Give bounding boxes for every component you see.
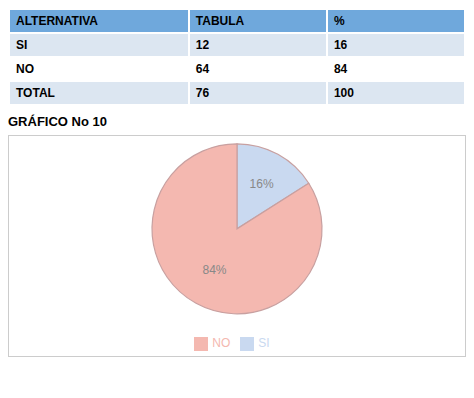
html-text:ALTERNATIVA: ALTERNATIVA (16, 14, 98, 28)
svg-text:84%: 84% (202, 263, 226, 277)
html-text:76: 76 (195, 86, 210, 100)
html-text:NO: NO (212, 336, 231, 351)
html-text:64: 64 (195, 62, 210, 76)
html-text:16: 16 (333, 38, 348, 52)
html-text:SI: SI (16, 38, 28, 52)
html-text:TOTAL: TOTAL (16, 86, 55, 100)
svg-text:16%: 16% (250, 177, 274, 191)
html-text:12: 12 (195, 38, 210, 52)
html-text:GRÁFICO No 10: GRÁFICO No 10 (8, 114, 107, 129)
html-text:NO: NO (16, 62, 34, 76)
html-text:TABULA: TABULA (195, 14, 245, 28)
html-text:SI: SI (258, 336, 270, 351)
html-text:84: 84 (333, 62, 348, 76)
html-text:100: 100 (333, 86, 354, 100)
